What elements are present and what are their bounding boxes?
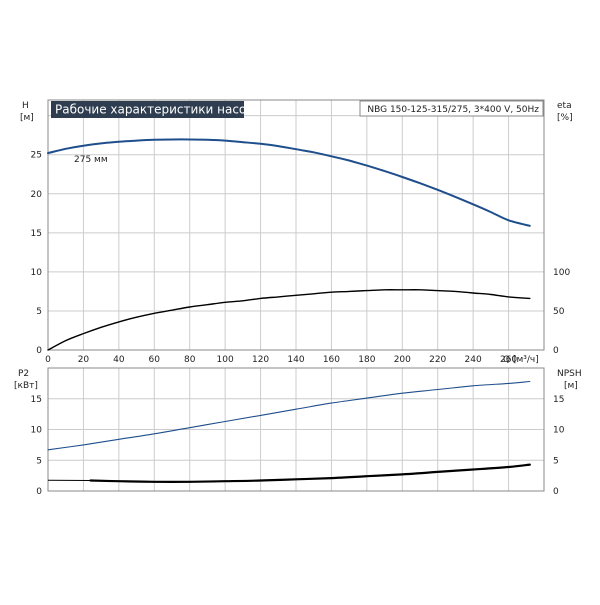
top-left-tick-label: 5 [36, 307, 42, 317]
bottom-right-tick-label: 10 [553, 426, 565, 436]
head-axis-unit: [м] [20, 113, 34, 123]
top-right-tick-label: 0 [553, 346, 559, 356]
head-axis-label: H [22, 101, 29, 111]
x-tick-label: 160 [323, 355, 340, 365]
npsh-axis-unit: [м] [564, 381, 578, 391]
bottom-right-tick-label: 5 [553, 456, 559, 466]
chart-subtitle: NBG 150-125-315/275, 3*400 V, 50Hz [367, 105, 539, 115]
top-right-tick-label: 50 [553, 307, 565, 317]
npsh-axis-label: NPSH [557, 369, 582, 379]
x-tick-label: 40 [113, 355, 125, 365]
x-tick-label: 240 [465, 355, 482, 365]
top-left-tick-label: 25 [31, 151, 42, 161]
x-tick-label: 260 [500, 355, 517, 365]
top-left-tick-label: 0 [36, 346, 42, 356]
x-tick-label: 0 [45, 355, 51, 365]
x-tick-label: 80 [184, 355, 196, 365]
x-tick-label: 60 [149, 355, 161, 365]
eta-axis-label: eta [557, 101, 572, 111]
x-tick-label: 20 [78, 355, 90, 365]
x-tick-label: 200 [394, 355, 411, 365]
impeller-diameter-annotation: 275 мм [74, 155, 108, 165]
bottom-left-tick-label: 0 [36, 487, 42, 497]
x-tick-label: 100 [217, 355, 234, 365]
bottom-left-tick-label: 15 [31, 395, 42, 405]
eta-axis-unit: [%] [557, 113, 573, 123]
bottom-right-tick-label: 15 [553, 395, 564, 405]
x-tick-label: 180 [358, 355, 375, 365]
x-tick-label: 140 [287, 355, 304, 365]
top-left-tick-label: 10 [31, 268, 43, 278]
head-curve-start-tick [48, 153, 52, 154]
top-right-tick-label: 100 [553, 268, 570, 278]
top-left-tick-label: 20 [31, 190, 43, 200]
bottom-left-tick-label: 5 [36, 456, 42, 466]
p2-axis-unit: [кВт] [14, 381, 38, 391]
chart-title: Рабочие характеристики насоса [55, 103, 260, 117]
bottom-left-tick-label: 10 [31, 426, 43, 436]
bottom-right-tick-label: 0 [553, 487, 559, 497]
x-tick-label: 120 [252, 355, 269, 365]
p2-axis-label: P2 [18, 369, 29, 379]
top-left-tick-label: 15 [31, 229, 42, 239]
x-tick-label: 220 [429, 355, 446, 365]
